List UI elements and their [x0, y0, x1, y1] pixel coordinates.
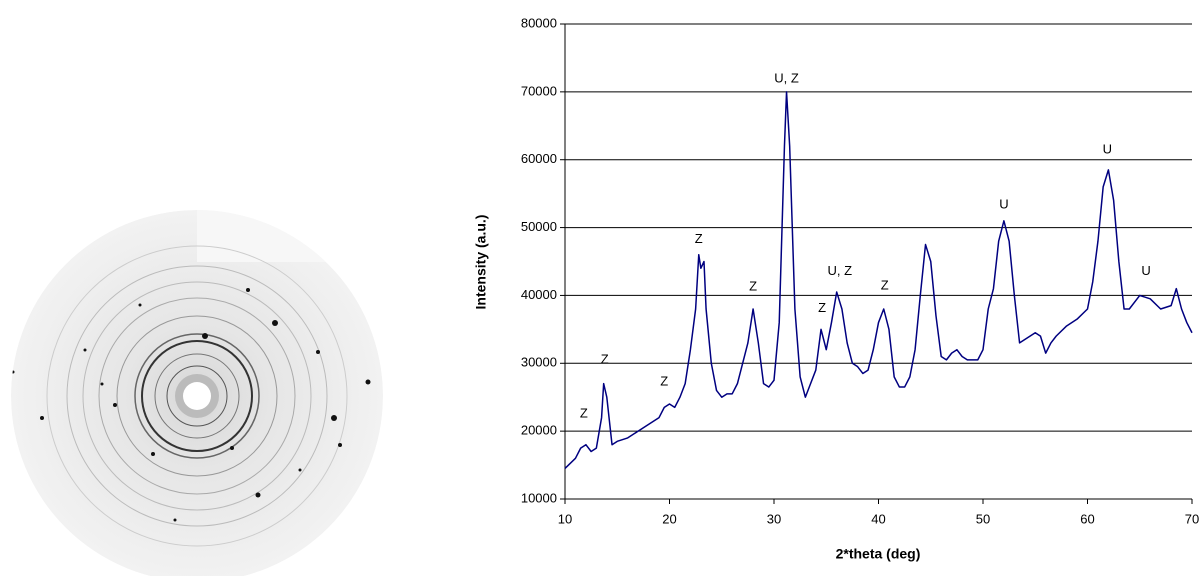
peak-annotation: U, Z [828, 263, 853, 278]
peak-annotation: Z [881, 277, 889, 292]
peak-annotation: Z [601, 351, 609, 366]
x-tick-label: 70 [1185, 511, 1199, 526]
data-line [564, 91, 1193, 469]
y-tick-label: 70000 [521, 83, 557, 98]
peak-annotation: U [1141, 263, 1150, 278]
x-tick-label: 10 [558, 511, 572, 526]
x-tick-label: 20 [662, 511, 676, 526]
peak-annotation: U [999, 197, 1008, 212]
y-tick-label: 60000 [521, 151, 557, 166]
y-tick-label: 40000 [521, 287, 557, 302]
y-tick-label: 80000 [521, 15, 557, 30]
x-tick-label: 40 [871, 511, 885, 526]
x-tick-label: 30 [767, 511, 781, 526]
peak-annotation: Z [660, 374, 668, 389]
x-axis-title: 2*theta (deg) [836, 546, 921, 562]
y-tick-label: 10000 [521, 490, 557, 505]
x-tick-label: 50 [976, 511, 990, 526]
peak-annotation: U, Z [774, 70, 799, 85]
y-tick-label: 30000 [521, 355, 557, 370]
peak-annotation: Z [749, 279, 757, 294]
peak-annotation: Z [818, 300, 826, 315]
peak-annotation: Z [580, 406, 588, 421]
y-axis-title: Intensity (a.u.) [473, 215, 489, 310]
x-tick-label: 60 [1080, 511, 1094, 526]
peak-annotation: Z [695, 231, 703, 246]
y-tick-label: 20000 [521, 423, 557, 438]
diffraction-image [11, 210, 383, 576]
peak-annotation: U [1103, 142, 1112, 157]
y-tick-label: 50000 [521, 219, 557, 234]
chart: Intensity (a.u.) 2*theta (deg) [473, 215, 921, 562]
